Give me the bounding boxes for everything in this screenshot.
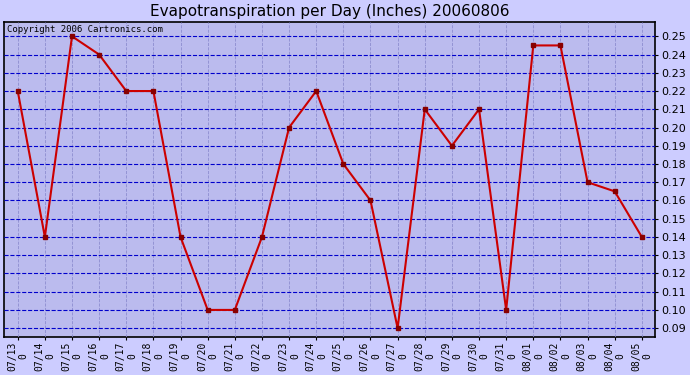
Text: Copyright 2006 Cartronics.com: Copyright 2006 Cartronics.com	[8, 25, 164, 34]
Title: Evapotranspiration per Day (Inches) 20060806: Evapotranspiration per Day (Inches) 2006…	[150, 4, 509, 19]
